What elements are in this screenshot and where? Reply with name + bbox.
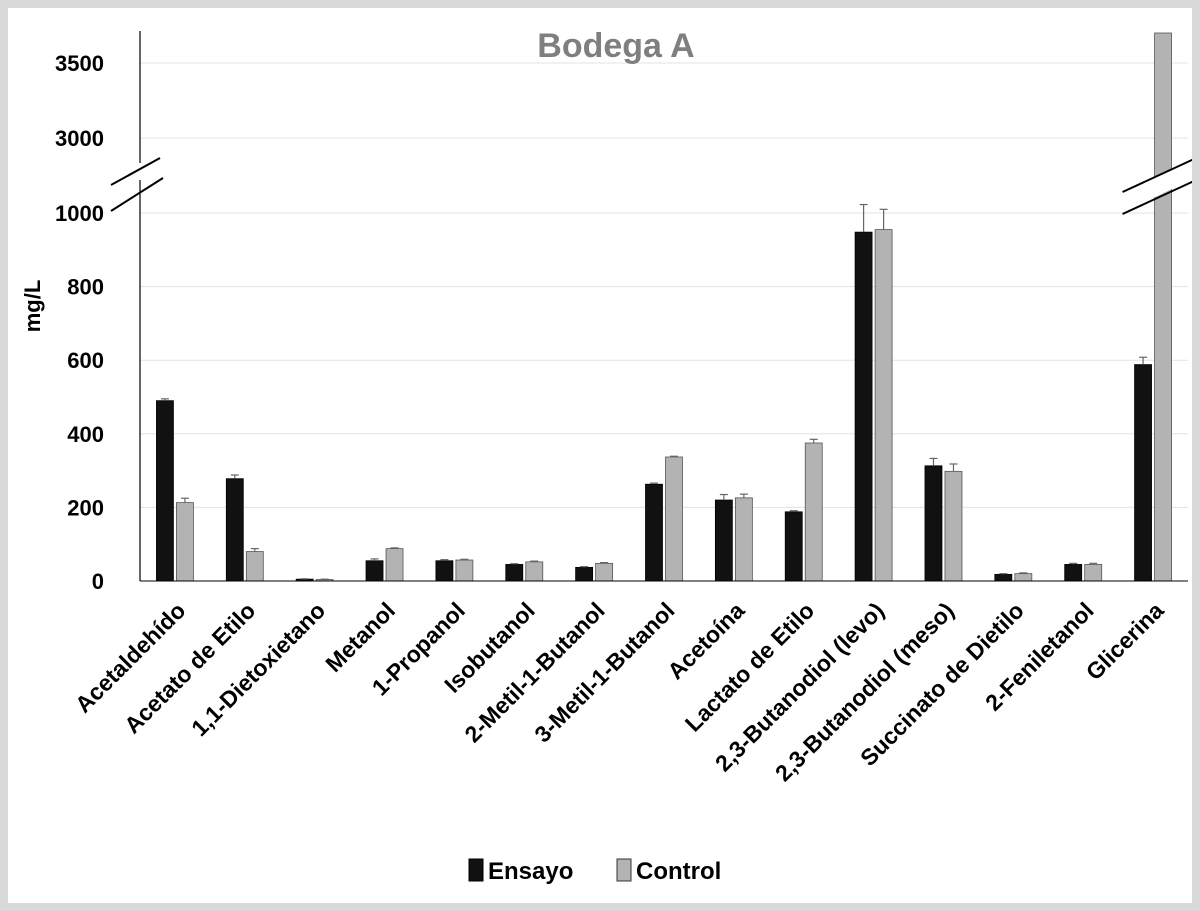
legend-label-control: Control — [636, 858, 721, 885]
y-tick-label: 200 — [67, 495, 104, 520]
bar-control — [1154, 32, 1172, 582]
bar-control — [804, 442, 823, 582]
y-tick-label: 0 — [92, 569, 104, 594]
bar-ensayo — [854, 231, 873, 582]
bar-ensayo — [365, 560, 384, 582]
bar-control — [665, 456, 683, 582]
axis-break-mark — [110, 157, 161, 186]
bar-control — [1014, 573, 1033, 582]
axes — [110, 31, 1192, 582]
bar-control — [1084, 564, 1103, 582]
legend-swatch-ensayo — [468, 858, 484, 882]
x-tick-label: Glicerina — [1081, 597, 1169, 685]
axis-break-mark — [110, 177, 164, 212]
axis-break-mark — [1122, 158, 1192, 193]
bar-ensayo — [714, 499, 733, 582]
chart-frame: Bodega A mg/L 0 200 400 600 800 1000 3000 3500 … — [8, 8, 1192, 903]
bar-control — [385, 548, 404, 582]
bar-ensayo — [1064, 564, 1083, 582]
bar-ensayo — [435, 560, 454, 582]
bar-control — [245, 551, 264, 582]
bar-chart: Bodega A mg/L 0200400600800100030003500 … — [20, 27, 1192, 885]
legend-swatch-control — [616, 858, 632, 882]
bar-ensayo — [225, 478, 244, 582]
y-tick-label: 1000 — [55, 201, 104, 226]
bar-ensayo — [575, 566, 594, 582]
y-tick-label: 400 — [67, 422, 104, 447]
bar-ensayo — [784, 511, 803, 582]
gridlines — [140, 62, 1188, 508]
bar-control — [176, 502, 194, 582]
y-tick-label: 3000 — [55, 126, 104, 151]
bar-control — [455, 559, 474, 582]
legend-label-ensayo: Ensayo — [488, 858, 573, 885]
bar-control — [734, 497, 753, 582]
bar-control — [874, 229, 893, 582]
bar-control — [944, 470, 963, 582]
y-tick-label: 800 — [67, 275, 104, 300]
bar-control — [595, 562, 614, 582]
bar-ensayo — [1134, 364, 1152, 582]
bar-ensayo — [505, 564, 524, 582]
bar-ensayo — [924, 465, 943, 582]
y-tick-label: 600 — [67, 348, 104, 373]
bar-ensayo — [994, 573, 1013, 582]
bar-control — [525, 561, 544, 582]
x-tick-label: 1,1-Dietoxietano — [186, 597, 330, 741]
y-axis-label: mg/L — [20, 280, 45, 333]
chart-title: Bodega A — [537, 27, 694, 65]
bars — [156, 32, 1172, 582]
x-tick-label: Lactato de Etilo — [680, 597, 819, 736]
y-tick-labels: 0 200 400 600 800 1000 3000 3500 — [55, 51, 104, 594]
y-tick-label: 3500 — [55, 51, 104, 76]
axis-break-mark — [1122, 180, 1192, 215]
bar-break-gap — [1124, 159, 1192, 212]
bar-ensayo — [156, 400, 174, 582]
bar-ensayo — [645, 483, 663, 582]
x-tick-label: Acetato de Etilo — [119, 597, 260, 738]
legend: Ensayo Control — [468, 858, 721, 885]
